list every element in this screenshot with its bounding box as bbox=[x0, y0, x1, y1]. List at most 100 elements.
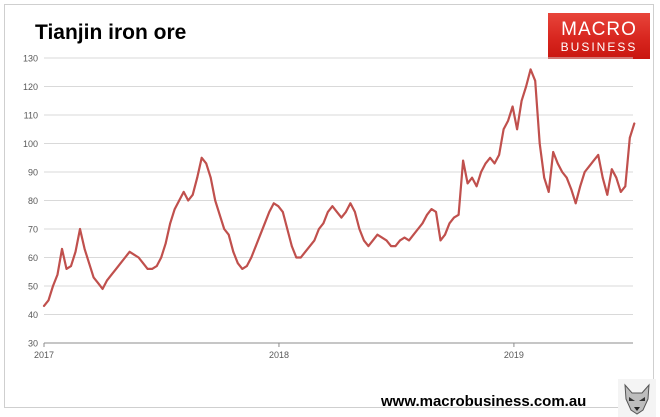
data-point-0 bbox=[43, 305, 45, 307]
data-point-18 bbox=[124, 256, 126, 259]
data-point-85 bbox=[426, 213, 428, 216]
data-point-119 bbox=[579, 185, 582, 188]
data-point-66 bbox=[340, 216, 343, 219]
data-point-93 bbox=[462, 159, 464, 162]
logo-line-1: MACRO bbox=[561, 19, 637, 40]
data-point-39 bbox=[218, 213, 221, 216]
data-point-101 bbox=[498, 154, 500, 156]
data-point-129 bbox=[624, 185, 627, 188]
data-point-56 bbox=[295, 256, 298, 259]
line-chart: 30 40 50 60 70 80 90 100 110 120 130 2017 2018 2019 bbox=[23, 54, 636, 360]
data-point-107 bbox=[525, 85, 527, 88]
chart-frame: Tianjin iron ore MACRO BUSINESS 30 40 50 60… bbox=[4, 4, 656, 417]
data-point-51 bbox=[272, 202, 275, 205]
data-point-6 bbox=[70, 265, 72, 267]
data-point-106 bbox=[520, 99, 523, 102]
data-point-64 bbox=[331, 205, 334, 208]
data-point-92 bbox=[457, 213, 460, 216]
data-point-130 bbox=[628, 136, 631, 139]
data-point-87 bbox=[435, 211, 437, 213]
y-tick-label-30: 30 bbox=[28, 339, 38, 349]
data-point-100 bbox=[493, 162, 496, 165]
data-point-78 bbox=[394, 245, 397, 248]
data-point-89 bbox=[444, 233, 446, 236]
x-tick-label-2017: 2017 bbox=[34, 350, 54, 360]
data-point-10 bbox=[88, 262, 90, 265]
data-point-37 bbox=[209, 176, 212, 179]
data-point-67 bbox=[345, 211, 347, 213]
y-tick-label-40: 40 bbox=[28, 310, 38, 320]
data-point-97 bbox=[480, 171, 482, 173]
data-point-110 bbox=[538, 142, 541, 145]
data-point-57 bbox=[299, 256, 302, 259]
data-point-112 bbox=[547, 191, 550, 193]
data-point-124 bbox=[601, 176, 604, 179]
data-point-49 bbox=[263, 222, 266, 225]
data-point-29 bbox=[173, 208, 176, 211]
data-point-55 bbox=[290, 245, 293, 248]
data-point-74 bbox=[376, 233, 379, 236]
footer-url: www.macrobusiness.com.au bbox=[381, 393, 587, 410]
data-point-44 bbox=[241, 268, 244, 270]
data-point-70 bbox=[358, 228, 361, 230]
data-point-62 bbox=[322, 222, 325, 225]
data-point-95 bbox=[471, 176, 473, 179]
data-point-79 bbox=[399, 239, 401, 242]
data-point-113 bbox=[552, 151, 555, 153]
data-point-117 bbox=[570, 188, 573, 191]
data-point-38 bbox=[214, 199, 217, 202]
series-group bbox=[42, 68, 636, 307]
data-point-91 bbox=[453, 216, 455, 219]
data-point-43 bbox=[236, 262, 239, 265]
data-point-3 bbox=[56, 273, 59, 276]
data-point-41 bbox=[227, 233, 230, 236]
data-point-15 bbox=[110, 273, 113, 276]
data-point-127 bbox=[615, 176, 618, 179]
data-point-50 bbox=[268, 211, 271, 213]
data-point-16 bbox=[115, 268, 117, 270]
x-axis: 2017 2018 2019 bbox=[34, 342, 633, 360]
data-point-68 bbox=[349, 202, 352, 205]
data-point-9 bbox=[83, 248, 86, 250]
data-point-86 bbox=[430, 208, 433, 211]
data-point-36 bbox=[205, 162, 208, 165]
data-point-61 bbox=[318, 228, 320, 230]
data-point-52 bbox=[277, 205, 280, 208]
data-point-33 bbox=[191, 193, 194, 196]
y-tick-label-80: 80 bbox=[28, 196, 38, 206]
data-point-65 bbox=[336, 211, 338, 213]
data-point-123 bbox=[597, 154, 600, 156]
data-point-4 bbox=[61, 248, 63, 250]
data-point-2 bbox=[52, 285, 54, 287]
data-point-80 bbox=[403, 236, 406, 239]
data-point-73 bbox=[372, 239, 374, 242]
data-point-45 bbox=[245, 265, 248, 267]
data-point-7 bbox=[74, 250, 77, 253]
data-point-21 bbox=[137, 256, 140, 259]
data-point-34 bbox=[196, 176, 199, 179]
x-tick-label-2019: 2019 bbox=[504, 350, 524, 360]
data-point-59 bbox=[309, 245, 311, 248]
data-point-72 bbox=[367, 245, 370, 248]
data-point-108 bbox=[529, 68, 532, 71]
data-point-116 bbox=[565, 176, 568, 179]
data-point-99 bbox=[489, 156, 491, 159]
data-point-104 bbox=[511, 105, 514, 108]
data-point-120 bbox=[583, 171, 586, 173]
data-point-54 bbox=[286, 228, 289, 230]
data-point-102 bbox=[502, 128, 505, 131]
chart-title: Tianjin iron ore bbox=[35, 21, 187, 44]
data-point-109 bbox=[534, 79, 537, 82]
data-point-125 bbox=[606, 193, 609, 196]
data-point-53 bbox=[281, 211, 284, 213]
data-point-32 bbox=[187, 199, 190, 202]
data-point-28 bbox=[169, 222, 172, 225]
data-point-71 bbox=[363, 239, 365, 242]
gridlines bbox=[44, 57, 633, 315]
data-point-84 bbox=[421, 222, 424, 225]
data-point-30 bbox=[178, 199, 181, 202]
macro-business-logo: MACRO BUSINESS bbox=[548, 13, 650, 59]
data-point-103 bbox=[507, 119, 509, 122]
data-point-77 bbox=[390, 245, 392, 248]
data-point-81 bbox=[408, 239, 410, 242]
